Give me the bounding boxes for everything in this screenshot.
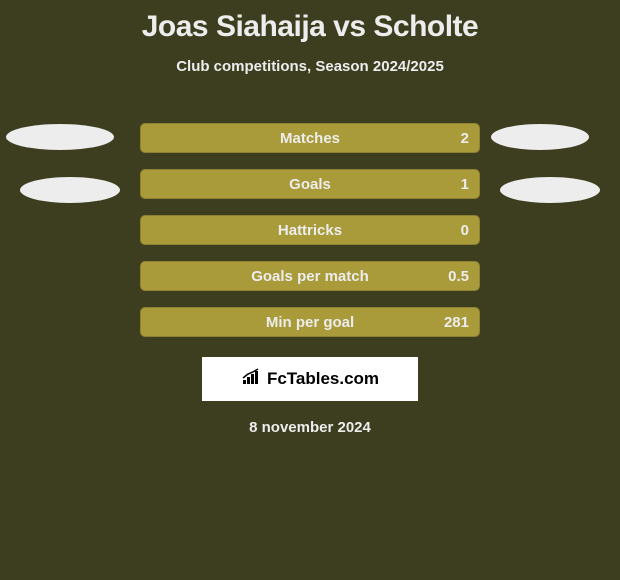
page-subtitle: Club competitions, Season 2024/2025 — [0, 58, 620, 75]
stat-bar: Goals 1 — [140, 169, 480, 199]
stat-row: Goals per match 0.5 — [0, 261, 620, 291]
stat-value: 281 — [444, 314, 469, 331]
stat-row: Min per goal 281 — [0, 307, 620, 337]
decorative-ellipse — [491, 124, 589, 150]
stat-label: Goals — [289, 176, 331, 193]
stat-value: 1 — [461, 176, 469, 193]
stat-label: Hattricks — [278, 222, 342, 239]
stat-label: Matches — [280, 130, 340, 147]
logo-text: FcTables.com — [267, 369, 379, 389]
stat-bar: Matches 2 — [140, 123, 480, 153]
stat-value: 0 — [461, 222, 469, 239]
decorative-ellipse — [6, 124, 114, 150]
stat-bar: Hattricks 0 — [140, 215, 480, 245]
decorative-ellipse — [500, 177, 600, 203]
stat-rows: Matches 2 Goals 1 Hattricks 0 Goals per match 0… — [0, 123, 620, 337]
stat-label: Goals per match — [251, 268, 369, 285]
page-title: Joas Siahaija vs Scholte — [0, 0, 620, 44]
stat-row: Hattricks 0 — [0, 215, 620, 245]
date-text: 8 november 2024 — [0, 419, 620, 436]
logo-chart-icon — [241, 368, 263, 391]
stat-bar: Goals per match 0.5 — [140, 261, 480, 291]
stat-value: 2 — [461, 130, 469, 147]
stat-bar: Min per goal 281 — [140, 307, 480, 337]
decorative-ellipse — [20, 177, 120, 203]
stat-label: Min per goal — [266, 314, 354, 331]
stat-value: 0.5 — [448, 268, 469, 285]
logo-box: FcTables.com — [202, 357, 418, 401]
